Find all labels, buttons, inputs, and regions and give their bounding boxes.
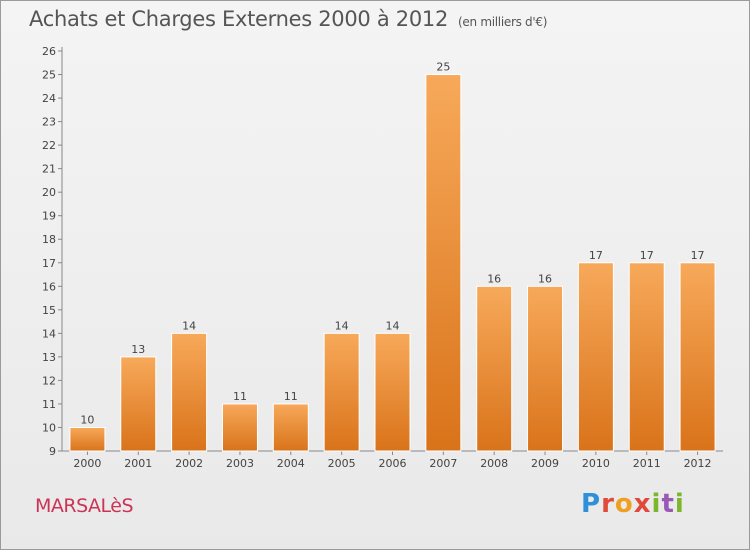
bar-value-label: 10 xyxy=(80,413,94,426)
y-tick-label: 9 xyxy=(49,445,56,458)
y-tick-label: 15 xyxy=(42,304,56,317)
x-tick-label: 2011 xyxy=(633,457,661,470)
x-tick-label: 2001 xyxy=(124,457,152,470)
x-tick-label: 2002 xyxy=(175,457,203,470)
y-tick-label: 24 xyxy=(42,92,56,105)
bar-2004 xyxy=(272,403,309,452)
chart-title: Achats et Charges Externes 2000 à 2012 xyxy=(29,7,449,31)
x-tick-label: 2006 xyxy=(379,457,407,470)
y-tick-label: 18 xyxy=(42,233,56,246)
bar-2010 xyxy=(577,262,614,452)
y-tick-label: 10 xyxy=(42,421,56,434)
x-tick-label: 2012 xyxy=(684,457,712,470)
bar-value-label: 13 xyxy=(131,343,145,356)
x-tick-label: 2003 xyxy=(226,457,254,470)
bar-value-label: 11 xyxy=(284,390,298,403)
bar-value-label: 11 xyxy=(233,390,247,403)
y-tick-label: 14 xyxy=(42,327,56,340)
bar-value-label: 17 xyxy=(640,249,654,262)
x-tick-label: 2004 xyxy=(277,457,305,470)
y-tick-label: 23 xyxy=(42,116,56,129)
bar-2008 xyxy=(476,285,513,452)
y-tick-label: 26 xyxy=(42,45,56,58)
y-tick-label: 21 xyxy=(42,163,56,176)
bar-value-label: 17 xyxy=(691,249,705,262)
bar-2005 xyxy=(323,332,360,452)
bar-value-label: 16 xyxy=(487,272,501,285)
bar-2000 xyxy=(69,426,106,452)
y-tick-label: 25 xyxy=(42,69,56,82)
bar-2001 xyxy=(120,356,157,452)
x-tick-label: 2009 xyxy=(531,457,559,470)
bar-value-label: 14 xyxy=(386,319,400,332)
y-tick-label: 19 xyxy=(42,210,56,223)
proxiti-logo: Proxiti xyxy=(581,489,685,519)
y-tick-label: 13 xyxy=(42,351,56,364)
x-tick-label: 2008 xyxy=(480,457,508,470)
bar-2011 xyxy=(628,262,665,452)
bar-2006 xyxy=(374,332,411,452)
bar-value-label: 16 xyxy=(538,272,552,285)
y-tick-label: 22 xyxy=(42,139,56,152)
bar-2012 xyxy=(679,262,716,452)
x-tick-label: 2000 xyxy=(73,457,101,470)
x-tick-label: 2010 xyxy=(582,457,610,470)
bar-value-label: 17 xyxy=(589,249,603,262)
chart-subtitle: (en milliers d'€) xyxy=(458,15,548,29)
town-name: MARSALèS xyxy=(35,495,134,517)
y-tick-label: 17 xyxy=(42,257,56,270)
bar-value-label: 25 xyxy=(436,61,450,74)
y-tick-label: 12 xyxy=(42,374,56,387)
y-tick-label: 11 xyxy=(42,398,56,411)
chart-title-block: Achats et Charges Externes 2000 à 2012 (e… xyxy=(29,7,547,31)
bar-2002 xyxy=(171,332,208,452)
bar-value-label: 14 xyxy=(182,319,196,332)
y-tick-label: 20 xyxy=(42,186,56,199)
bar-2003 xyxy=(221,403,258,452)
bar-2009 xyxy=(527,285,564,452)
x-tick-label: 2005 xyxy=(328,457,356,470)
x-tick-label: 2007 xyxy=(429,457,457,470)
bar-2007 xyxy=(425,74,462,452)
y-tick-label: 16 xyxy=(42,280,56,293)
bar-value-label: 14 xyxy=(335,319,349,332)
